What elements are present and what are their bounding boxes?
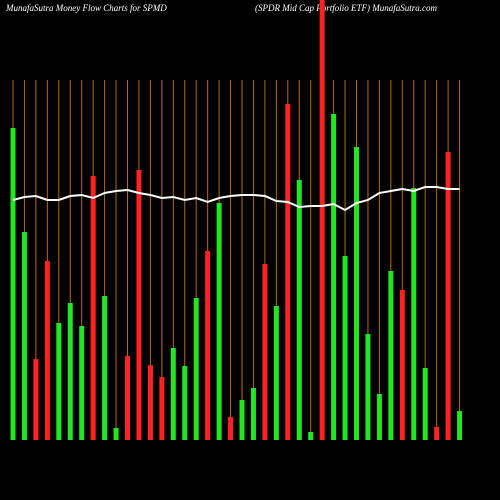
bar — [354, 147, 359, 440]
bar — [239, 400, 245, 440]
bar — [10, 128, 16, 440]
bar — [457, 411, 463, 440]
bar — [216, 203, 222, 440]
bar — [331, 114, 337, 440]
bar — [170, 348, 176, 440]
bar — [44, 261, 50, 440]
bar — [399, 290, 405, 440]
bar — [125, 356, 130, 440]
money-flow-line — [12, 186, 460, 212]
bar — [113, 428, 119, 440]
bar — [308, 432, 314, 440]
chart-title: MunafaSutra Money Flow Charts for SPMD — [5, 3, 167, 13]
bar — [376, 394, 382, 440]
bar — [285, 104, 291, 440]
bar — [193, 298, 199, 440]
bar — [434, 427, 440, 440]
bar — [205, 251, 211, 440]
chart-subtitle: (SPDR Mid Cap Portfolio ETF) MunafaSutra… — [255, 3, 437, 13]
bar — [67, 303, 73, 440]
bar — [445, 152, 451, 440]
bar — [56, 323, 62, 440]
bar — [102, 296, 108, 440]
bar — [79, 326, 85, 440]
bar — [90, 176, 96, 440]
bar — [136, 170, 142, 440]
bar — [422, 368, 428, 440]
bar — [342, 256, 348, 440]
bar — [228, 417, 234, 440]
bar — [411, 188, 417, 440]
bar — [388, 271, 394, 440]
bar — [159, 377, 165, 440]
bar — [365, 334, 371, 440]
bar — [250, 388, 256, 440]
bar — [33, 359, 39, 440]
bar — [319, 0, 325, 440]
bar — [262, 264, 268, 440]
bar — [273, 306, 279, 440]
bar — [296, 180, 302, 440]
bar — [147, 365, 153, 440]
bar — [21, 232, 27, 440]
bar — [182, 366, 188, 440]
